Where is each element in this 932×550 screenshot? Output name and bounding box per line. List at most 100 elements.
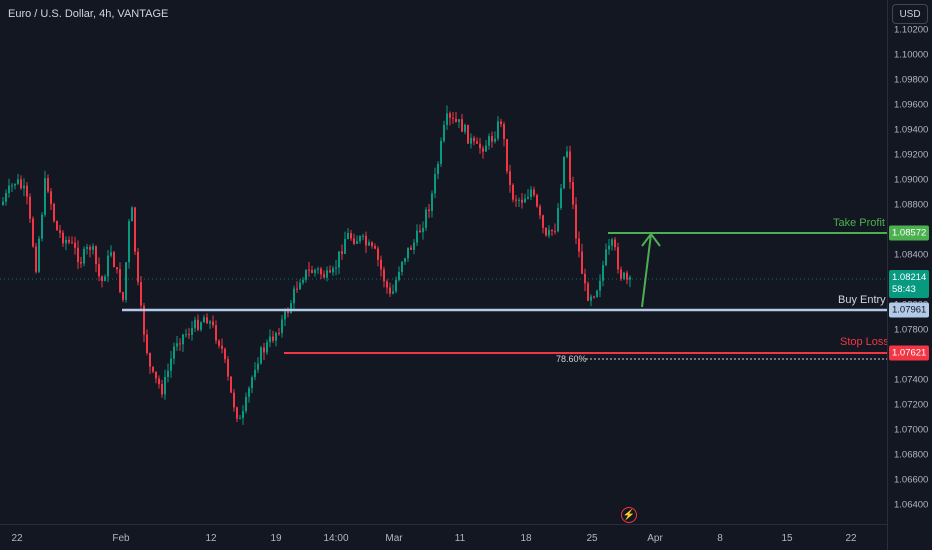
candle-body	[575, 204, 577, 239]
candle-body	[449, 113, 451, 118]
time-axis-label: 14:00	[323, 533, 349, 544]
price-axis[interactable]: USD 1.10200 1.10000 1.09800 1.09600 1.09400 1…	[887, 0, 932, 550]
candle-body	[197, 319, 199, 330]
candle-body	[521, 199, 523, 203]
price-axis-label: 1.06400	[894, 499, 929, 511]
candle-body	[95, 246, 97, 265]
candle-body	[26, 185, 28, 197]
candle-body	[629, 277, 631, 280]
buy-entry-price-tag: 1.07961	[889, 302, 929, 318]
candle-body	[92, 246, 94, 250]
candle-body	[611, 239, 613, 246]
symbol-title[interactable]: Euro / U.S. Dollar, 4h, VANTAGE	[8, 8, 169, 20]
candle-body	[194, 319, 196, 329]
candle-body	[518, 199, 520, 201]
candle-body	[500, 121, 502, 125]
candle-body	[2, 201, 4, 205]
candle-body	[74, 242, 76, 248]
candle-body	[608, 245, 610, 250]
candle-body	[302, 279, 304, 283]
candle-body	[530, 189, 532, 198]
price-axis-label: 1.09200	[894, 149, 929, 161]
candle-body	[149, 353, 151, 367]
candle-body	[623, 272, 625, 279]
current-price-tag: 1.08214 58:43	[889, 270, 929, 298]
price-axis-label: 1.10000	[894, 49, 929, 61]
candle-body	[188, 334, 190, 336]
candle-body	[125, 262, 127, 300]
candle-body	[146, 334, 148, 354]
take-profit-label: Take Profit	[833, 217, 885, 229]
time-axis[interactable]: 22 Feb 12 19 14:00 Mar 11 18 25 Apr 8 15 22	[0, 524, 887, 550]
candle-body	[506, 138, 508, 172]
candle-body	[431, 193, 433, 212]
candle-body	[59, 230, 61, 233]
candle-body	[416, 230, 418, 243]
candle-body	[317, 268, 319, 270]
time-axis-label: 22	[11, 533, 23, 544]
candle-body	[341, 251, 343, 254]
price-axis-label: 1.07400	[894, 374, 929, 386]
candle-body	[503, 124, 505, 139]
time-axis-label: 19	[270, 533, 282, 544]
candle-body	[89, 247, 91, 250]
time-axis-label: 11	[454, 533, 466, 544]
candle-body	[137, 251, 139, 283]
candle-body	[251, 377, 253, 389]
candle-body	[260, 347, 262, 364]
chart-area[interactable]: Euro / U.S. Dollar, 4h, VANTAGE Take Pro…	[0, 0, 889, 524]
candle-body	[173, 346, 175, 359]
candle-body	[122, 292, 124, 300]
stop-loss-price-tag: 1.07621	[889, 345, 929, 361]
price-axis-label: 1.06600	[894, 474, 929, 486]
candle-body	[458, 119, 460, 122]
candle-body	[164, 376, 166, 395]
projection-arrow-icon[interactable]	[641, 232, 661, 308]
candle-body	[398, 271, 400, 280]
candle-body	[584, 273, 586, 284]
candle-body	[350, 233, 352, 239]
candle-body	[134, 207, 136, 252]
flash-icon[interactable]: ⚡	[621, 507, 637, 523]
candle-body	[17, 179, 19, 184]
candle-body	[38, 238, 40, 272]
candle-body	[281, 319, 283, 334]
candle-body	[368, 242, 370, 246]
candle-body	[356, 241, 358, 244]
candle-body	[221, 345, 223, 349]
candle-body	[554, 231, 556, 233]
candle-body	[404, 258, 406, 262]
candle-body	[191, 328, 193, 335]
candle-body	[143, 305, 145, 335]
candle-body	[626, 272, 628, 280]
candle-body	[203, 317, 205, 323]
candle-body	[20, 179, 22, 189]
candle-body	[380, 259, 382, 270]
candle-body	[128, 221, 130, 263]
price-chart[interactable]	[0, 0, 887, 524]
time-axis-label: Mar	[385, 533, 403, 544]
candle-body	[179, 343, 181, 345]
candle-body	[236, 407, 238, 419]
countdown-value: 58:43	[892, 284, 916, 295]
candle-body	[443, 124, 445, 141]
candle-body	[98, 264, 100, 277]
candle-body	[254, 369, 256, 378]
currency-button[interactable]: USD	[892, 4, 928, 24]
candle-body	[209, 321, 211, 324]
candle-body	[401, 261, 403, 272]
candle-body	[428, 209, 430, 212]
fib-level-label: 78.60%	[556, 354, 587, 364]
candle-body	[80, 262, 82, 264]
time-axis-label: 18	[520, 533, 532, 544]
candle-body	[299, 282, 301, 290]
time-axis-label: 8	[717, 533, 723, 544]
candle-body	[239, 418, 241, 420]
price-axis-label: 1.07200	[894, 399, 929, 411]
candle-body	[512, 184, 514, 200]
candle-body	[551, 229, 553, 232]
candle-body	[230, 376, 232, 393]
candle-body	[434, 174, 436, 194]
candle-body	[485, 145, 487, 152]
candle-body	[14, 183, 16, 186]
